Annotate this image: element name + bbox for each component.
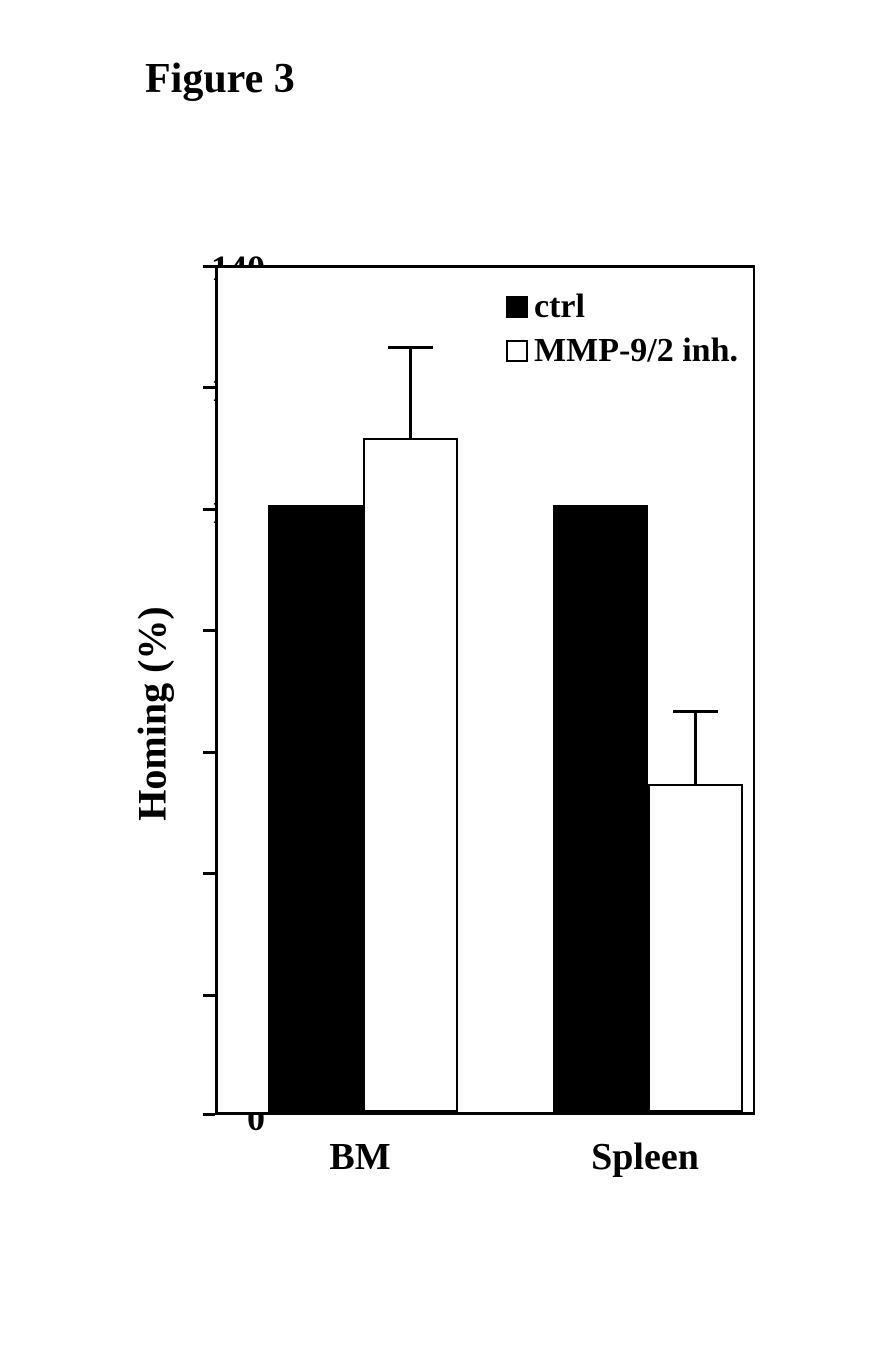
bar-bm-mmp <box>363 438 458 1112</box>
y-tick <box>203 265 215 268</box>
y-tick <box>203 508 215 511</box>
legend-item-mmp: MMP-9/2 inh. <box>506 332 738 370</box>
error-cap-bm-mmp <box>388 346 433 349</box>
y-tick <box>203 1113 215 1116</box>
homing-bar-chart: Homing (%) 140 120 100 80 60 40 20 0 BM … <box>75 265 825 1315</box>
legend-swatch-filled-icon <box>506 296 528 318</box>
y-tick <box>203 629 215 632</box>
figure-title: Figure 3 <box>145 55 295 103</box>
y-tick <box>203 872 215 875</box>
legend-label: ctrl <box>534 288 585 326</box>
error-bar-spleen-mmp <box>694 711 697 784</box>
legend-label: MMP-9/2 inh. <box>534 332 738 370</box>
y-axis-label: Homing (%) <box>129 606 176 820</box>
plot-area: ctrl MMP-9/2 inh. <box>215 265 755 1115</box>
x-tick-label: Spleen <box>565 1135 725 1179</box>
x-tick-label: BM <box>310 1135 410 1179</box>
legend-swatch-open-icon <box>506 340 528 362</box>
chart-legend: ctrl MMP-9/2 inh. <box>506 288 738 376</box>
error-bar-bm-mmp <box>409 347 412 438</box>
bar-spleen-ctrl <box>553 505 648 1112</box>
y-tick <box>203 386 215 389</box>
bar-spleen-mmp <box>648 784 743 1112</box>
bar-bm-ctrl <box>268 505 363 1112</box>
error-cap-spleen-mmp <box>673 710 718 713</box>
y-tick <box>203 994 215 997</box>
y-tick <box>203 751 215 754</box>
legend-item-ctrl: ctrl <box>506 288 738 326</box>
